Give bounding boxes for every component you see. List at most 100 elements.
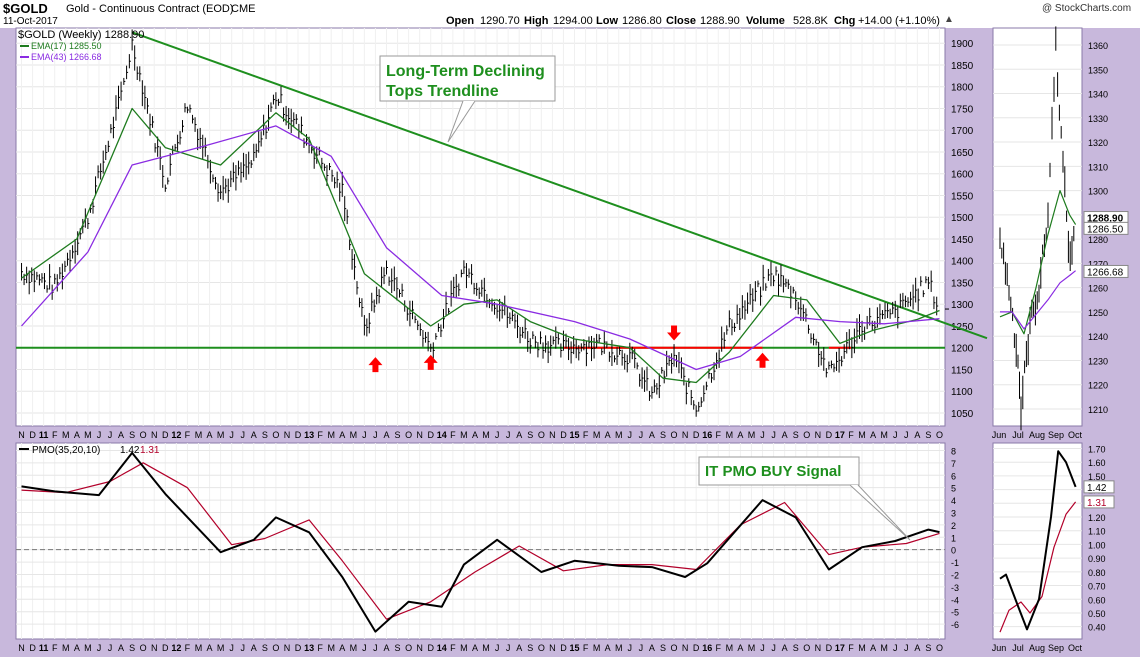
price-x-tick-label: J	[108, 430, 113, 440]
pmo-x-tick-label: N	[416, 643, 423, 653]
inset-price-y-tick-label: 1220	[1088, 381, 1108, 391]
trendline-callout-box	[379, 55, 556, 102]
pmo-x-tick-label: A	[207, 643, 213, 653]
close-value: 1288.90	[700, 15, 740, 27]
price-y-tick-label: 1250	[951, 322, 974, 333]
pmo-x-tick-label: M	[84, 643, 92, 653]
pmo-x-tick-label: F	[185, 643, 191, 653]
price-x-tick-label: M	[858, 430, 866, 440]
pmo-x-tick-label: S	[925, 643, 931, 653]
pmo-x-tick-label: F	[52, 643, 58, 653]
price-x-tick-label: J	[97, 430, 102, 440]
price-x-tick-label: J	[240, 430, 245, 440]
inset-price-bars	[999, 26, 1075, 431]
pmo-x-tick-label: O	[405, 643, 412, 653]
inset-price-x-tick-label: Sep	[1048, 430, 1064, 440]
price-x-tick-label: F	[185, 430, 191, 440]
pmo-x-tick-label: J	[373, 643, 378, 653]
red-arrow-up-icon	[423, 354, 438, 370]
inset-pmo-y-tick-label: 1.10	[1088, 527, 1106, 537]
price-x-tick-label: F	[317, 430, 323, 440]
trendline-callout-text: Tops Trendline	[386, 83, 499, 100]
price-x-tick-label: O	[140, 430, 147, 440]
pmo-x-tick-label: 14	[437, 643, 447, 653]
inset-pmo-x-tick-label: Jun	[992, 643, 1007, 653]
pmo-x-tick-label: M	[880, 643, 888, 653]
price-x-tick-label: A	[782, 430, 788, 440]
pmo-y-tick-label: 1	[951, 533, 956, 543]
price-x-tick-label: J	[639, 430, 644, 440]
price-x-tick-label: O	[538, 430, 545, 440]
inset-price-y-tick-label: 1230	[1088, 356, 1108, 366]
price-x-tick-label: A	[605, 430, 611, 440]
pmo-y-tick-label: 5	[951, 484, 956, 494]
pmo-x-tick-label: S	[527, 643, 533, 653]
price-x-tick-label: D	[427, 430, 434, 440]
pmo-x-tick-label: 11	[39, 643, 49, 653]
price-y-tick-label: 1600	[951, 170, 974, 181]
price-x-tick-label: D	[826, 430, 833, 440]
change-value: +14.00 (+1.10%)	[858, 15, 940, 27]
price-x-tick-label: O	[405, 430, 412, 440]
price-x-tick-label: 15	[569, 430, 579, 440]
volume-value: 528.8K	[793, 15, 828, 27]
inset-pmo-x-tick-label: Aug	[1029, 643, 1045, 653]
open-label: Open	[446, 15, 475, 27]
inset-price-y-tick-label: 1250	[1088, 308, 1108, 318]
pmo-y-tick-label: 6	[951, 471, 956, 481]
price-x-tick-label: A	[649, 430, 655, 440]
price-y-tick-label: 1050	[951, 409, 974, 420]
chart-date: 11-Oct-2017	[3, 16, 58, 27]
pmo-x-tick-label: J	[108, 643, 113, 653]
inset-pmo-y-tick-label: 1.70	[1088, 444, 1106, 454]
price-x-tick-label: N	[416, 430, 423, 440]
symbol-title: $GOLD	[3, 1, 48, 16]
pmo-x-tick-label: A	[605, 643, 611, 653]
high-value: 1294.00	[553, 15, 593, 27]
pmo-x-tick-label: M	[350, 643, 358, 653]
price-x-tick-label: J	[229, 430, 234, 440]
high-label: High	[524, 15, 549, 27]
pmo-y-tick-label: -2	[951, 570, 959, 580]
price-x-tick-label: O	[936, 430, 943, 440]
price-x-tick-label: M	[84, 430, 92, 440]
inset-pmo-y-tick-label: 0.60	[1088, 595, 1106, 605]
pmo-x-tick-label: M	[195, 643, 203, 653]
price-legend-entry: $GOLD (Weekly) 1288.90	[18, 29, 144, 41]
pmo-y-tick-label: 8	[951, 446, 956, 456]
pmo-x-tick-label: 16	[702, 643, 712, 653]
pmo-x-tick-label: S	[793, 643, 799, 653]
inset-last-value-label: 1266.68	[1087, 267, 1124, 278]
pmo-x-tick-label: D	[162, 643, 169, 653]
price-x-tick-label: D	[162, 430, 169, 440]
price-x-tick-label: A	[207, 430, 213, 440]
price-x-tick-label: J	[628, 430, 633, 440]
inset-pmo-y-tick-label: 0.50	[1088, 609, 1106, 619]
exchange-label: CME	[231, 3, 256, 15]
pmo-x-tick-label: J	[628, 643, 633, 653]
price-x-tick-label: A	[74, 430, 80, 440]
pmo-x-tick-label: F	[317, 643, 323, 653]
pmo-x-tick-label: D	[826, 643, 833, 653]
price-x-tick-label: M	[880, 430, 888, 440]
pmo-signal-line	[21, 462, 940, 620]
price-x-tick-label: S	[527, 430, 533, 440]
pmo-y-tick-label: 0	[951, 546, 956, 556]
inset-pmo-last-value-box	[1083, 480, 1115, 494]
pmo-x-tick-label: F	[450, 643, 456, 653]
red-arrow-down-icon	[667, 325, 682, 341]
red-arrow-up-icon	[368, 357, 383, 373]
inset-price-y-tick-label: 1270	[1088, 259, 1108, 269]
price-y-tick-label: 1500	[951, 213, 974, 224]
pmo-x-tick-label: A	[516, 643, 522, 653]
pmo-x-tick-label: M	[858, 643, 866, 653]
inset-pmo-y-tick-label: 0.80	[1088, 568, 1106, 578]
pmo-x-tick-label: 15	[569, 643, 579, 653]
pmo-x-tick-label: N	[815, 643, 822, 653]
price-y-tick-label: 1150	[951, 365, 973, 376]
pmo-x-tick-label: A	[472, 643, 478, 653]
inset-price-y-tick-label: 1310	[1088, 162, 1108, 172]
price-x-tick-label: S	[925, 430, 931, 440]
inset-price-x-tick-label: Oct	[1068, 430, 1083, 440]
pmo-x-tick-label: J	[506, 643, 511, 653]
